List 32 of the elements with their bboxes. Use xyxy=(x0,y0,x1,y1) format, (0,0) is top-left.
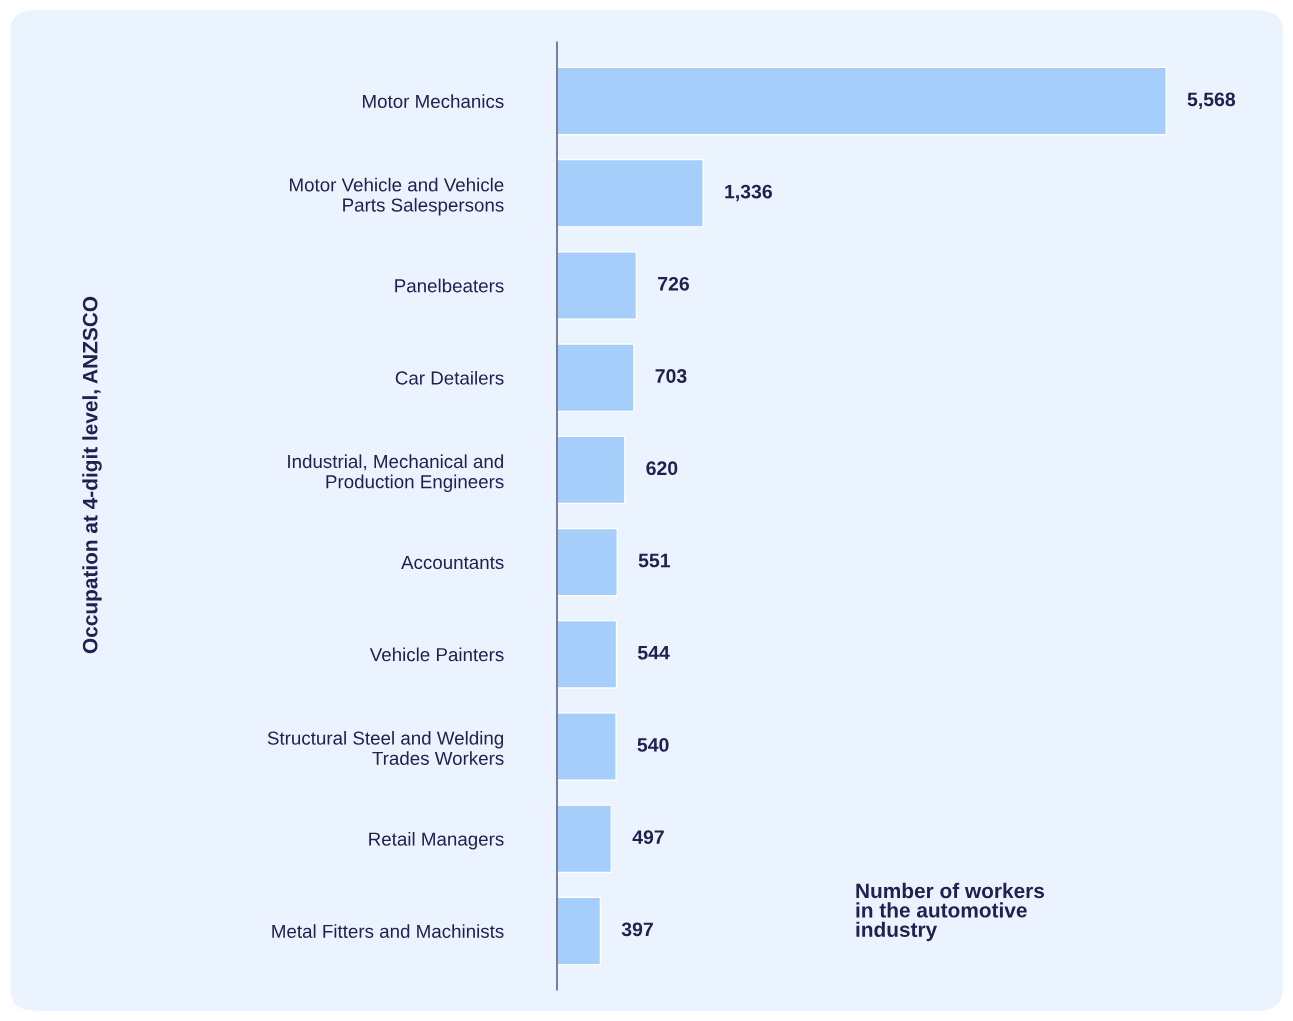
bar xyxy=(557,712,617,781)
y-tick-label: Motor Mechanics xyxy=(363,94,504,108)
data-label: 544 xyxy=(637,645,670,660)
data-label: 703 xyxy=(655,369,687,383)
bar xyxy=(557,619,618,689)
y-tick-label: Structural Steel and Welding Trades Workers xyxy=(267,731,504,765)
data-label: 540 xyxy=(637,738,669,752)
y-tick-label: Accountants xyxy=(401,556,504,570)
data-label: 620 xyxy=(646,461,678,476)
x-axis-title: Number of workers in the automotive industry xyxy=(856,882,1045,942)
data-label: 497 xyxy=(632,830,664,844)
bar xyxy=(557,527,618,597)
bar xyxy=(557,343,635,413)
bar xyxy=(557,804,613,874)
text: Occupation at 4-digit level, ANZSCO xyxy=(82,296,102,654)
bar xyxy=(557,251,638,320)
y-tick-label: Car Detailers xyxy=(395,370,504,385)
bar xyxy=(557,435,626,505)
bar xyxy=(557,158,704,228)
y-tick-label: Retail Managers xyxy=(369,831,504,850)
y-tick-label: Industrial, Mechanical and Production Engineers xyxy=(288,454,504,493)
bar xyxy=(557,896,602,966)
data-label: 726 xyxy=(658,276,689,291)
bar xyxy=(557,66,1167,136)
y-tick-label: Panelbeaters xyxy=(395,278,504,293)
data-label: 551 xyxy=(638,553,671,568)
data-label: 397 xyxy=(621,922,653,937)
data-label: 5,568 xyxy=(1187,92,1236,110)
y-tick-label: Metal Fitters and Machinists xyxy=(272,924,504,938)
y-tick-label: Vehicle Painters xyxy=(369,647,504,662)
y-tick-label: Motor Vehicle and Vehicle Parts Salespersons xyxy=(290,177,504,216)
data-label: 1,336 xyxy=(725,184,772,202)
